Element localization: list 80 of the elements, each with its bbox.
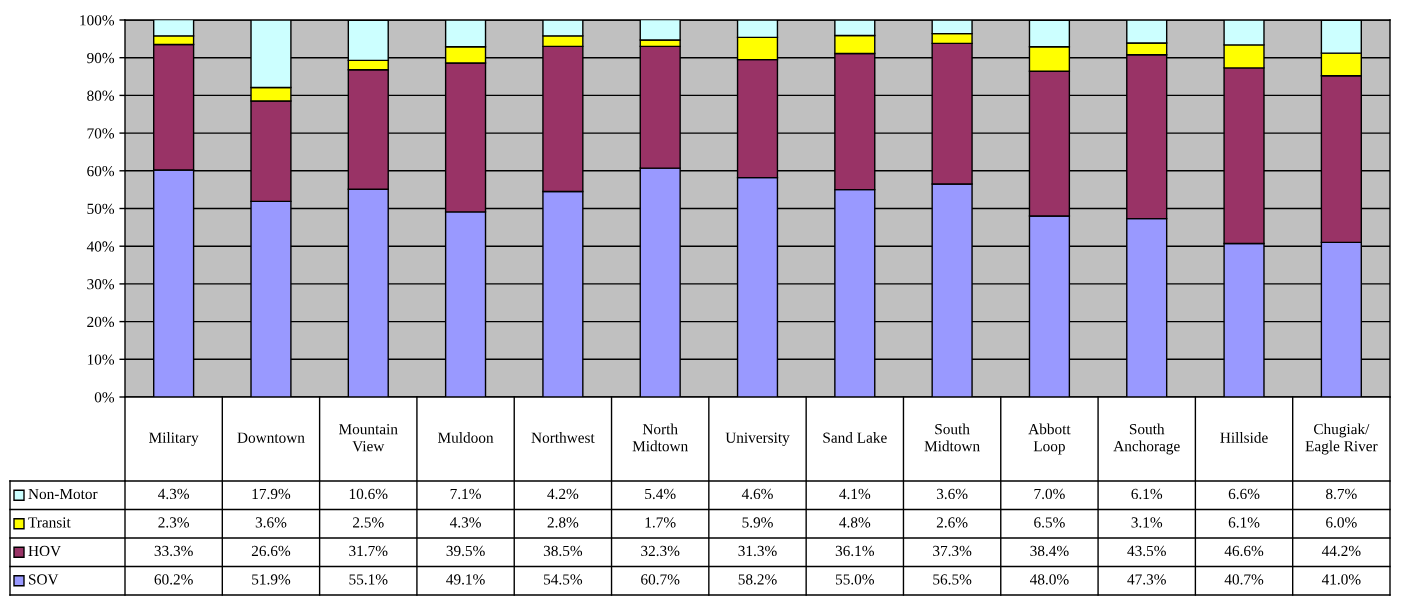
data-label: 51.9%	[252, 574, 291, 585]
data-label: 6.0%	[1326, 517, 1357, 528]
data-label: 55.0%	[835, 574, 875, 585]
data-label: 39.5%	[446, 545, 485, 557]
data-label: 31.7%	[349, 545, 388, 557]
data-label: 43.5%	[1127, 545, 1166, 557]
data-label: 8.7%	[1326, 488, 1357, 500]
data-label: 6.5%	[1034, 517, 1065, 528]
data-label: 2.6%	[936, 517, 968, 528]
data-label: 46.6%	[1224, 545, 1264, 557]
x-tick-label: South Anchorage	[1113, 423, 1180, 455]
data-label: 3.6%	[936, 488, 968, 500]
y-tick-label: 60%	[87, 165, 115, 177]
data-label: 7.0%	[1034, 488, 1065, 500]
data-label: 44.2%	[1321, 545, 1361, 557]
x-tick-label: Hillside	[1220, 432, 1268, 443]
data-label: 49.1%	[446, 574, 485, 585]
x-tick-label: Muldoon	[438, 432, 494, 443]
data-label: 2.8%	[547, 517, 579, 528]
data-label: 1.7%	[645, 517, 676, 528]
data-label: 41.0%	[1321, 574, 1361, 585]
data-label: 60.7%	[641, 574, 680, 585]
data-label: 2.3%	[158, 517, 190, 528]
x-tick-label: Chugiak/ Eagle River	[1305, 423, 1378, 455]
y-tick-label: 10%	[87, 354, 115, 365]
data-label: 10.6%	[349, 488, 388, 500]
data-label: 58.2%	[738, 574, 777, 585]
data-label: 56.5%	[933, 574, 972, 585]
legend-label: Non-Motor	[28, 488, 98, 500]
data-label: 6.6%	[1228, 488, 1260, 500]
data-label: 37.3%	[933, 545, 972, 557]
y-tick-label: 30%	[87, 279, 115, 290]
x-tick-label: Mountain View	[339, 424, 398, 452]
data-label: 38.5%	[543, 545, 583, 557]
data-label: 48.0%	[1029, 574, 1069, 585]
data-label: 6.1%	[1131, 488, 1163, 500]
data-label: 40.7%	[1224, 574, 1264, 585]
y-tick-label: 20%	[87, 316, 115, 328]
data-label: 31.3%	[738, 545, 777, 557]
data-label: 3.6%	[255, 517, 287, 528]
data-label: 33.3%	[154, 545, 193, 557]
data-label: 60.2%	[154, 574, 193, 585]
x-tick-label: University	[725, 432, 790, 446]
x-tick-label: Northwest	[531, 432, 595, 443]
y-tick-label: 90%	[87, 52, 115, 64]
data-label: 38.4%	[1030, 545, 1069, 557]
x-tick-label: Abbott Loop	[1028, 423, 1071, 455]
y-tick-label: 40%	[86, 241, 115, 252]
data-label: 54.5%	[544, 574, 583, 585]
x-tick-label: Sand Lake	[823, 432, 887, 443]
data-label: 6.1%	[1228, 517, 1260, 528]
y-tick-label: 70%	[87, 128, 115, 139]
data-label: 3.1%	[1131, 517, 1163, 528]
data-label: 55.1%	[349, 574, 388, 585]
legend-label: SOV	[29, 574, 59, 585]
legend-label: HOV	[28, 545, 61, 557]
data-label: 4.3%	[449, 517, 481, 528]
data-label: 47.3%	[1127, 574, 1166, 585]
data-label: 17.9%	[252, 488, 291, 500]
data-label: 4.1%	[839, 488, 871, 500]
data-label: 4.3%	[158, 488, 190, 500]
data-label: 4.8%	[839, 517, 871, 528]
y-tick-label: 80%	[87, 90, 115, 101]
data-label: 36.1%	[835, 545, 875, 557]
x-tick-label: North Midtown	[632, 423, 688, 452]
x-tick-label: South Midtown	[924, 423, 980, 452]
y-tick-label: 50%	[87, 203, 115, 214]
data-label: 7.1%	[450, 488, 481, 500]
data-label: 5.4%	[645, 488, 676, 500]
data-label: 5.9%	[742, 517, 773, 528]
y-tick-label: 0%	[94, 392, 115, 403]
data-label: 32.3%	[641, 545, 680, 557]
data-label: 2.5%	[353, 517, 384, 528]
x-tick-label: Downtown	[237, 432, 305, 443]
y-tick-label: 100%	[80, 15, 115, 26]
legend-label: Transit	[28, 517, 71, 528]
data-label: 4.6%	[741, 488, 773, 500]
data-label: 26.6%	[251, 545, 291, 557]
data-label: 4.2%	[547, 488, 579, 500]
x-tick-label: Military	[149, 432, 199, 446]
